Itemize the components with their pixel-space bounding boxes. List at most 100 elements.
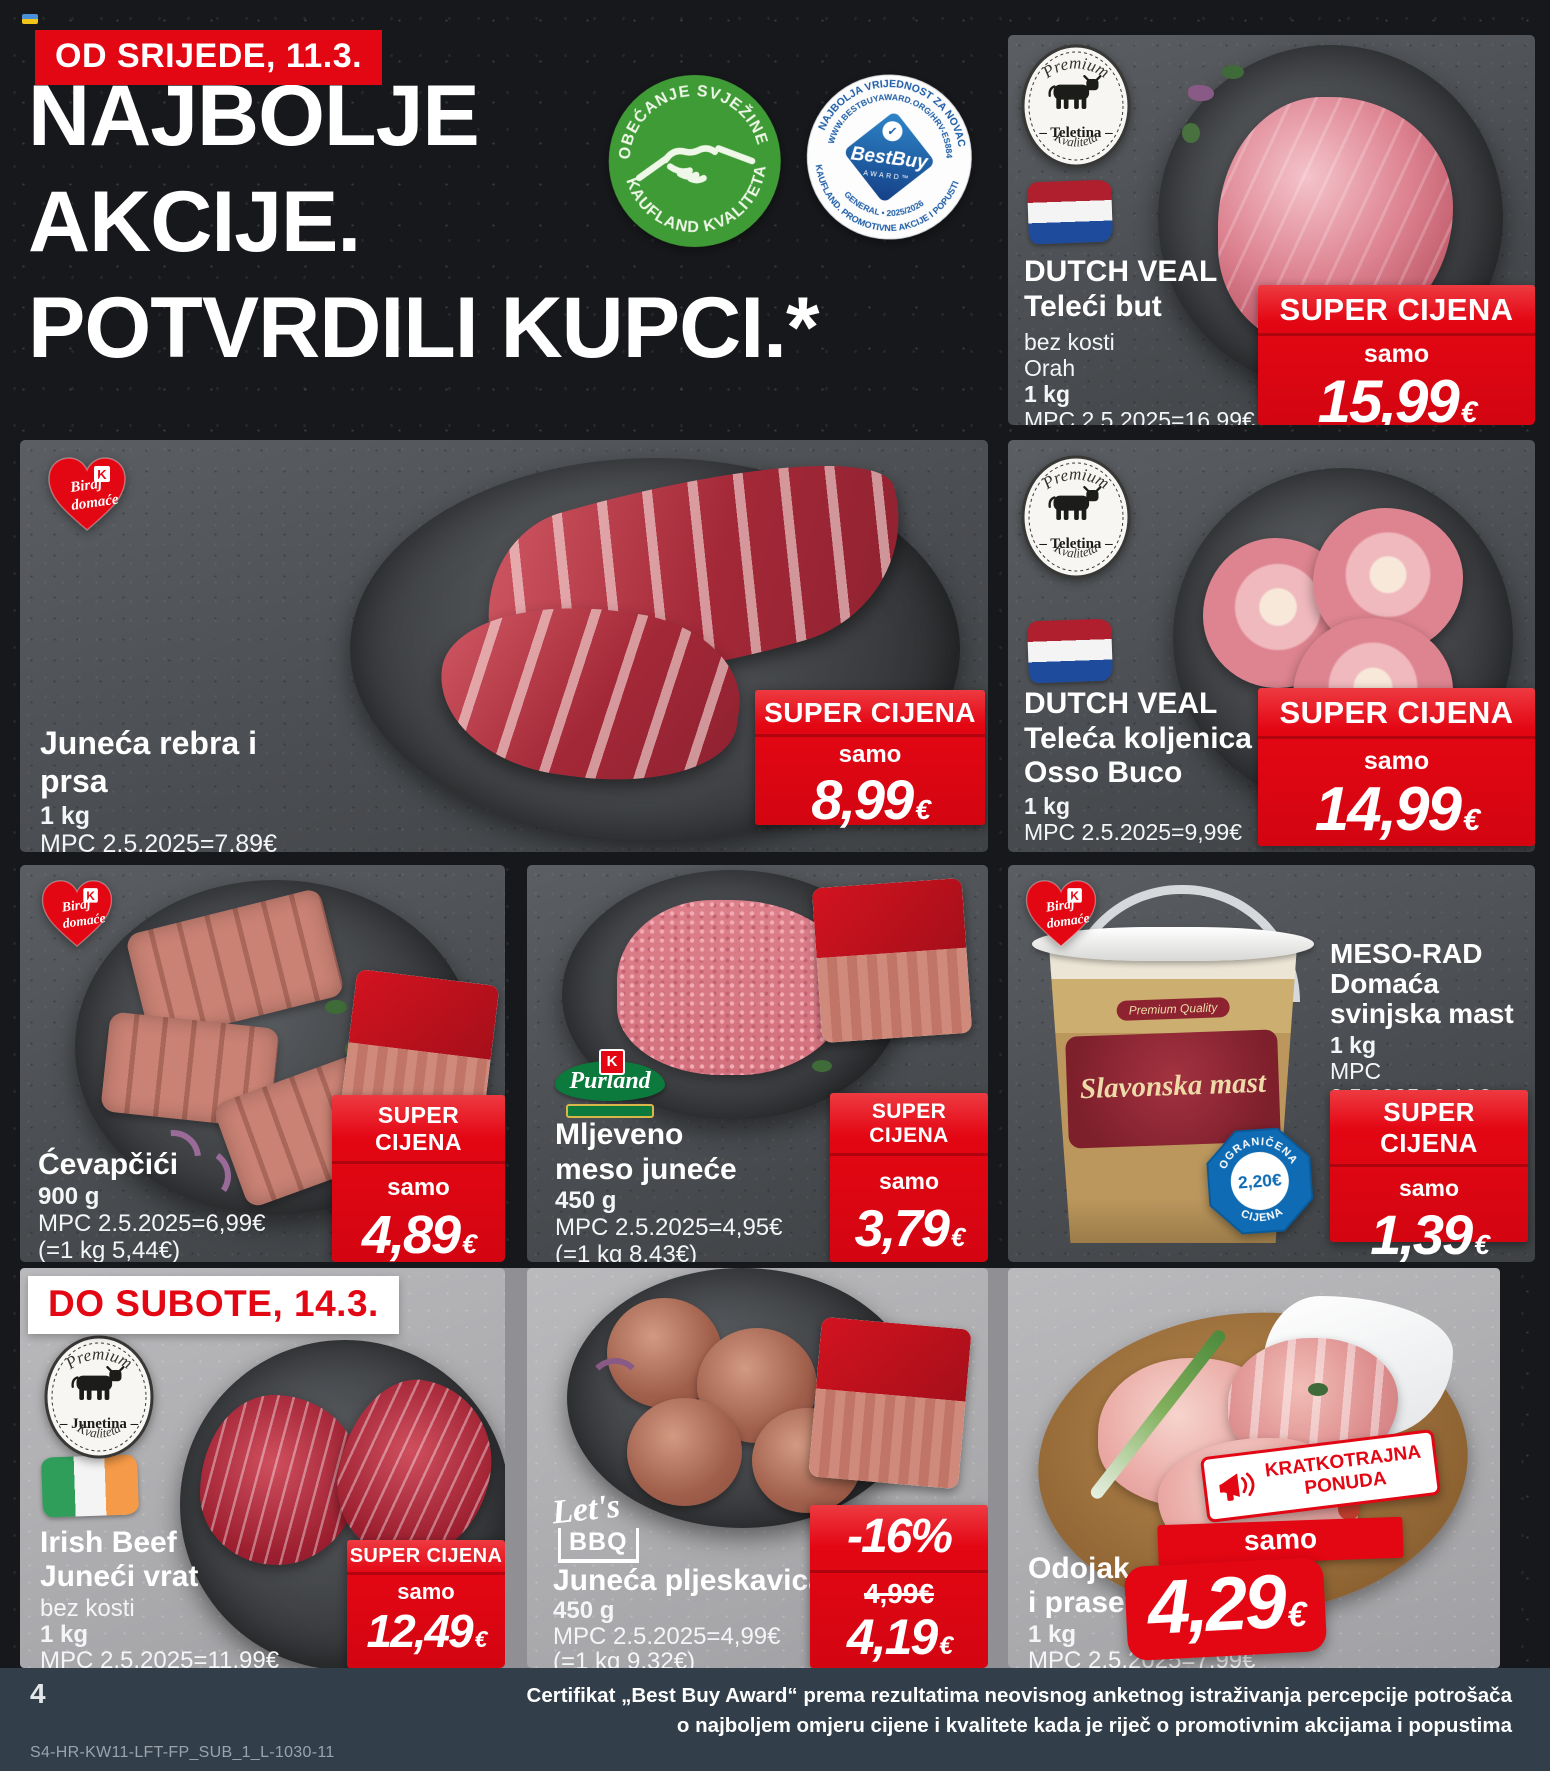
price-box-samo: samo — [1363, 747, 1430, 775]
product-card-pljeskavica: Let's BBQ Juneća pljeskavica 450 g MPC 2… — [527, 1268, 988, 1668]
heart-text-2: domaće — [62, 910, 107, 931]
kaufland-k-icon: K — [1070, 890, 1079, 903]
price-value: 15,99 — [1317, 368, 1460, 426]
price-currency: € — [1462, 802, 1480, 837]
limit-price-value: 2,20€ — [1237, 1169, 1282, 1192]
badge-kvaliteta: Kvaliteta — [74, 1420, 123, 1441]
product-card-teleci-but: Premium – Teletina – Kvaliteta DUTCH VEA… — [1008, 35, 1535, 425]
product-unit-price: (=1 kg 8,43€) — [555, 1241, 698, 1262]
product-text: DUTCH VEAL Teleća koljenica Osso Buco 1 … — [1024, 686, 1252, 845]
price: 15,99 € — [1258, 372, 1535, 426]
heart-text-1: Biraj — [60, 896, 92, 915]
price-currency: € — [1286, 1594, 1305, 1635]
headline-line-2: AKCIJE. — [28, 173, 361, 270]
product-brand: DUTCH VEAL — [1024, 687, 1218, 720]
price-box-samo: samo — [397, 1579, 455, 1604]
product-brand: Irish Beef — [40, 1526, 177, 1559]
price: 4,29€ — [1123, 1556, 1328, 1661]
discount-percent: -16% — [810, 1505, 988, 1573]
product-card-svinjska-mast: Premium Quality Slavonska mast K Biraj d… — [1008, 865, 1535, 1262]
product-text: Juneća pljeskavica 450 g MPC 2.5.2025=4,… — [553, 1564, 825, 1668]
product-mpc: MPC 2.5.2025=4,99€ — [553, 1623, 781, 1650]
validity-date-badge: OD SRIJEDE, 11.3. — [35, 30, 383, 85]
product-text: Mljeveno meso juneće 450 g MPC 2.5.2025=… — [555, 1117, 783, 1262]
price-box-label: SUPER CIJENA — [830, 1093, 988, 1156]
price-value: 4,89 — [361, 1205, 461, 1262]
price-currency: € — [939, 1632, 953, 1660]
heart-text-1: Biraj — [1044, 896, 1076, 915]
heart-text-2: domaće — [1046, 910, 1091, 931]
headline-line-3: POTVRDILI KUPCI.* — [28, 279, 820, 376]
product-name: Teleća koljenica — [1024, 722, 1252, 755]
price-box-label: SUPER CIJENA — [347, 1540, 505, 1575]
product-weight: 1 kg — [1028, 1621, 1077, 1648]
price-value: 14,99 — [1314, 775, 1462, 844]
lets-bbq-lets: Let's — [550, 1487, 622, 1532]
product-name-2: meso juneće — [555, 1153, 737, 1186]
product-unit-price: (=1 kg 9,32€) — [553, 1648, 696, 1668]
product-brand: MESO-RAD — [1330, 938, 1483, 969]
product-detail: Orah — [1024, 355, 1076, 381]
product-mpc-1: MPC — [1330, 1058, 1382, 1084]
product-name-1: Odojak — [1028, 1552, 1130, 1585]
product-card-irish-beef: Premium – Junetina – Kvaliteta Irish Bee… — [20, 1268, 505, 1668]
price-value: 8,99 — [811, 768, 914, 831]
edition-code: S4-HR-KW11-LFT-FP_SUB_1_L-1030-11 — [30, 1744, 335, 1761]
badge-meat-type: – Teletina – — [1038, 125, 1113, 141]
bestbuy-award-badge: NAJBOLJA VRIJEDNOST ZA NOVAC KAUFLAND. P… — [796, 65, 982, 255]
svg-text:Kvaliteta: Kvaliteta — [1051, 540, 1100, 561]
print-mark-flag — [22, 14, 38, 24]
price: 1,39 € — [1330, 1207, 1528, 1263]
kaufland-k-icon: K — [97, 467, 107, 482]
photo-label-premium: Premium Quality — [1116, 997, 1230, 1021]
price-currency: € — [462, 1229, 477, 1259]
package-photo — [808, 1316, 972, 1490]
netherlands-flag-icon — [1026, 618, 1114, 684]
price: 12,49 € — [347, 1608, 505, 1654]
product-weight: 450 g — [555, 1187, 617, 1214]
price-currency: € — [950, 1222, 966, 1252]
product-name: Juneći vrat — [40, 1560, 199, 1593]
package-photo — [811, 877, 973, 1044]
price-value: 12,49 — [366, 1605, 474, 1657]
product-weight: 450 g — [553, 1597, 615, 1624]
product-text: Irish Beef Juneći vrat bez kosti 1 kg MP… — [40, 1526, 279, 1668]
price-box: SUPER CIJENA samo 1,39 € — [1330, 1090, 1528, 1262]
product-mpc: MPC 2.5.2025=7,89€ — [40, 830, 277, 852]
product-mpc: MPC 2.5.2025=9,99€ — [1024, 819, 1243, 845]
purland-strip — [566, 1104, 654, 1118]
product-mpc: MPC 2.5.2025=6,99€ — [38, 1210, 266, 1237]
price-box-samo: samo — [878, 1168, 940, 1194]
product-text: MESO-RAD Domaća svinjska mast 1 kg MPC 2… — [1330, 938, 1514, 1111]
product-card-cevapcici: K Biraj domaće Ćevapčići 900 g MPC 2.5.2… — [20, 865, 505, 1262]
price-value: 4,19 — [846, 1609, 938, 1665]
kaufland-k-icon: K — [599, 1049, 625, 1075]
price: 8,99 € — [755, 772, 985, 828]
product-name-2: Osso Buco — [1024, 756, 1183, 789]
badge-meat-type: – Junetina – — [59, 1416, 139, 1432]
price-currency: € — [474, 1626, 488, 1652]
badge-meat-type: – Teletina – — [1038, 536, 1113, 552]
premium-teletina-badge: Premium – Teletina – Kvaliteta — [1020, 454, 1132, 585]
product-weight: 1 kg — [1024, 381, 1071, 407]
lets-bbq-logo: Let's BBQ — [550, 1488, 639, 1563]
premium-teletina-badge: Premium – Teletina – Kvaliteta — [1020, 43, 1132, 174]
product-brand: DUTCH VEAL — [1024, 255, 1218, 288]
svg-text:Kvaliteta: Kvaliteta — [74, 1420, 123, 1441]
price-box: SUPER CIJENA samo 12,49 € — [347, 1540, 505, 1668]
product-name-1: Domaća — [1330, 968, 1439, 999]
certificate-note-line-2: o najboljem omjeru cijene i kvalitete ka… — [676, 1714, 1512, 1737]
product-name-2: svinjska mast — [1330, 998, 1514, 1029]
product-detail: bez kosti — [40, 1595, 135, 1622]
price-box-label: SUPER CIJENA — [1330, 1090, 1528, 1167]
product-name-1: Juneća rebra i — [40, 725, 257, 761]
heart-text-1: Biraj — [68, 476, 103, 497]
price: 3,79 € — [830, 1203, 988, 1255]
product-text: Ćevapčići 900 g MPC 2.5.2025=6,99€ (=1 k… — [38, 1147, 266, 1262]
price-box: SUPER CIJENA samo 8,99 € — [755, 690, 985, 828]
price-box-samo: samo — [387, 1174, 450, 1201]
product-detail: bez kosti — [1024, 329, 1115, 355]
price-box: SUPER CIJENA samo 4,89 € — [332, 1095, 505, 1262]
product-weight: 1 kg — [1330, 1032, 1377, 1058]
